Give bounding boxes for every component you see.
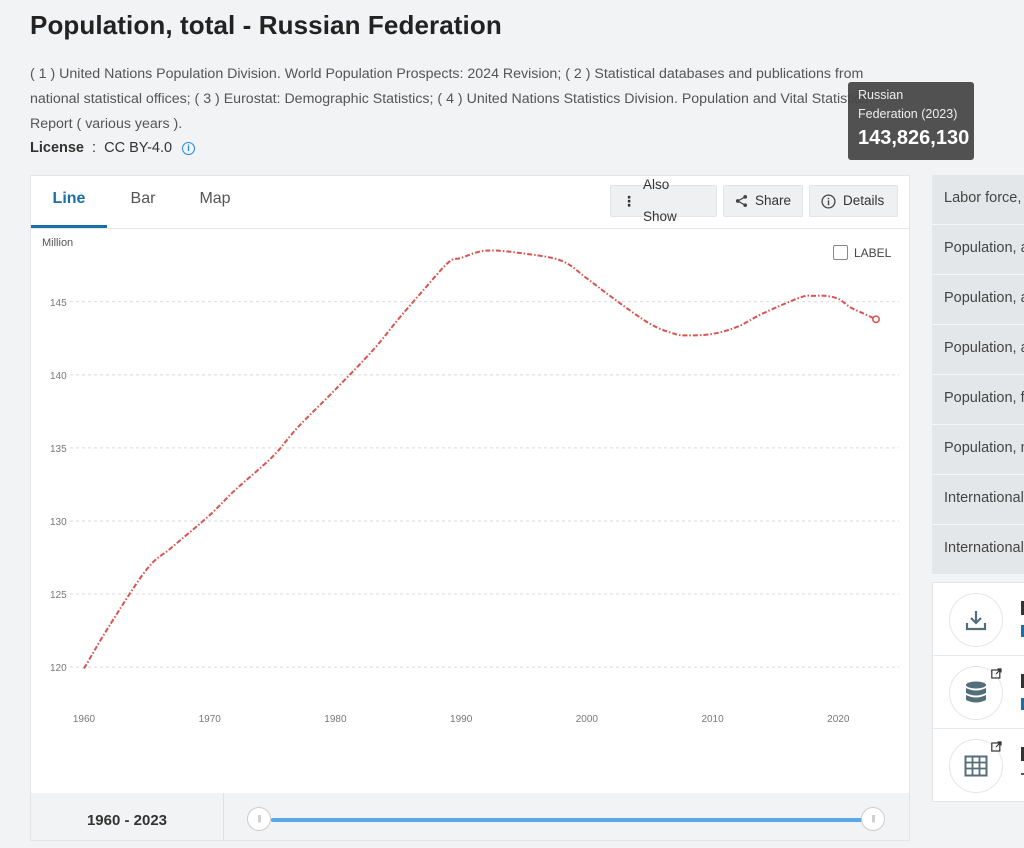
related-indicator[interactable]: Population, male — [932, 425, 1024, 475]
y-tick-label: 135 — [50, 444, 67, 455]
range-start-handle[interactable]: ||| — [247, 807, 271, 831]
related-indicator[interactable]: Population, female — [932, 375, 1024, 425]
tooltip-series-line1: Russian — [858, 88, 904, 102]
label-toggle[interactable]: LABEL — [833, 245, 891, 260]
download-label-edge — [1021, 601, 1024, 615]
label-toggle-text: LABEL — [854, 245, 892, 260]
y-tick-label: 120 — [50, 663, 67, 674]
tab-bar[interactable]: Bar — [130, 190, 156, 207]
y-tick-label: 145 — [50, 298, 67, 309]
series-line[interactable] — [83, 249, 877, 670]
related-indicator[interactable]: International migrant stock, total — [932, 475, 1024, 525]
databank-label-edge — [1021, 674, 1024, 688]
external-link-icon — [991, 668, 1002, 679]
y-axis-label: Million — [42, 237, 73, 249]
range-end-handle[interactable]: ||| — [861, 807, 885, 831]
x-tick-label: 1970 — [199, 714, 222, 725]
data-point-highlight[interactable] — [872, 315, 880, 324]
download-link-edge[interactable] — [1021, 625, 1024, 637]
tooltip-value: 143,826,130 — [858, 127, 970, 149]
related-indicator[interactable]: Population, ages 0-14, total — [932, 225, 1024, 275]
download-icon-circle[interactable] — [949, 593, 1003, 647]
y-tick-label: 130 — [50, 517, 67, 528]
x-tick-label: 1990 — [450, 714, 473, 725]
details-button[interactable]: Details — [809, 185, 898, 217]
chart-tab-bar: Line Bar Map ⋮ Also Show Share Details — [31, 176, 909, 229]
external-link-icon — [991, 741, 1002, 752]
x-tick-label: 2010 — [701, 714, 724, 725]
related-indicator[interactable]: Population, ages 15-64, total — [932, 275, 1024, 325]
line-chart: Million 120 125 130 135 140 145 1960 1970 1980 19… — [42, 237, 899, 725]
related-indicator[interactable]: Population, ages 65 and above, total — [932, 325, 1024, 375]
page-title: Population, total - Russian Federation — [30, 10, 502, 40]
also-show-label: Also Show — [643, 177, 677, 224]
share-icon — [735, 194, 748, 208]
details-label: Details — [843, 193, 885, 208]
info-circle-icon — [821, 193, 836, 209]
databank-action[interactable] — [933, 656, 1024, 729]
x-tick-label: 2020 — [827, 714, 850, 725]
chart-area: Million 120 125 130 135 140 145 1960 1970 1980 19… — [31, 228, 909, 793]
tab-map[interactable]: Map — [199, 190, 231, 207]
license-value: CC BY-4.0 — [104, 140, 173, 156]
y-tick-label: 140 — [50, 371, 67, 382]
license-line: License : CC BY-4.0 i — [30, 140, 196, 156]
data-tooltip: Russian Federation (2023) 143,826,130 — [848, 82, 974, 160]
license-separator: : — [88, 140, 101, 156]
related-indicator[interactable]: International migrant stock (% of popula… — [932, 525, 1024, 575]
info-icon[interactable]: i — [182, 141, 196, 155]
source-note: ( 1 ) United Nations Population Division… — [30, 66, 869, 132]
y-tick-label: 125 — [50, 590, 67, 601]
related-indicator[interactable]: Labor force, total — [932, 175, 1024, 225]
tab-line[interactable]: Line — [31, 176, 107, 228]
share-button[interactable]: Share — [723, 185, 803, 217]
x-tick-label: 1960 — [73, 714, 96, 725]
share-label: Share — [754, 193, 791, 208]
table-link-edge — [1021, 773, 1024, 775]
database-icon-circle[interactable] — [949, 666, 1003, 720]
x-tick-label: 2000 — [576, 714, 599, 725]
download-icon — [965, 611, 987, 631]
year-range-track[interactable] — [271, 818, 876, 822]
related-indicators-list: Labor force, total Population, ages 0-14… — [932, 175, 1024, 575]
table-action[interactable] — [933, 729, 1024, 801]
x-tick-label: 1980 — [324, 714, 347, 725]
year-range-bar: 1960 - 2023 ||| ||| — [30, 793, 910, 841]
table-label-edge — [1021, 747, 1024, 761]
table-icon-circle[interactable] — [949, 739, 1003, 793]
tooltip-series-line2: Federation (2023) — [858, 107, 958, 121]
chart-card: Line Bar Map ⋮ Also Show Share Details M… — [30, 175, 910, 795]
also-show-button[interactable]: ⋮ Also Show — [610, 177, 717, 224]
data-actions-panel — [932, 582, 1024, 802]
license-label: License — [30, 140, 84, 156]
download-action[interactable] — [933, 583, 1024, 656]
label-checkbox[interactable] — [833, 245, 848, 260]
year-range-label: 1960 - 2023 — [31, 793, 224, 840]
table-icon — [964, 755, 988, 777]
databank-link-edge[interactable] — [1021, 698, 1024, 710]
more-vertical-icon: ⋮ — [622, 193, 636, 209]
database-icon — [966, 681, 986, 703]
